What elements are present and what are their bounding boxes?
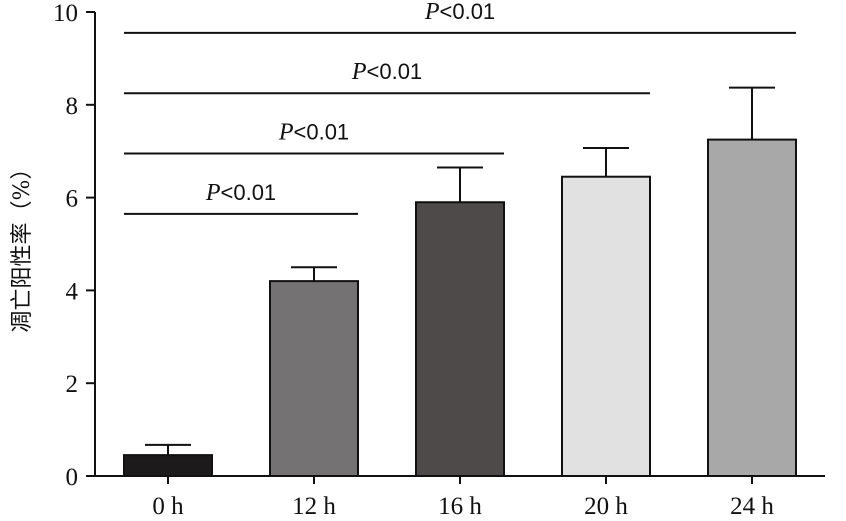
bar bbox=[415, 201, 505, 478]
bar bbox=[707, 138, 797, 477]
bar bbox=[269, 280, 359, 477]
bars bbox=[123, 138, 797, 478]
bar bbox=[561, 175, 651, 477]
x-axis: 0 h 12 h 16 h 20 h 24 h bbox=[95, 475, 825, 520]
y-tick-label: 8 bbox=[66, 93, 79, 120]
x-tick-label: 0 h bbox=[152, 493, 184, 520]
y-axis: 0 2 4 6 8 10 bbox=[53, 0, 96, 491]
x-tick-label: 12 h bbox=[292, 493, 336, 520]
significance-annotations: P<0.01 P<0.01 P<0.01 P<0.01 bbox=[124, 0, 796, 215]
significance-label: P<0.01 bbox=[278, 120, 349, 146]
y-tick-label: 2 bbox=[66, 371, 79, 398]
significance-label: P<0.01 bbox=[424, 0, 495, 25]
y-tick-label: 6 bbox=[66, 186, 79, 213]
y-tick-label: 0 bbox=[66, 464, 79, 491]
significance-label: P<0.01 bbox=[351, 59, 422, 85]
x-tick-label: 24 h bbox=[730, 493, 774, 520]
bar bbox=[123, 454, 213, 477]
y-axis-label: 凋亡阳性率（%） bbox=[10, 158, 35, 333]
y-tick-label: 4 bbox=[66, 278, 79, 305]
significance-label: P<0.01 bbox=[205, 180, 276, 206]
x-tick-label: 16 h bbox=[438, 493, 482, 520]
error-bars bbox=[145, 86, 775, 456]
y-tick-label: 10 bbox=[53, 0, 78, 27]
x-tick-label: 20 h bbox=[584, 493, 628, 520]
